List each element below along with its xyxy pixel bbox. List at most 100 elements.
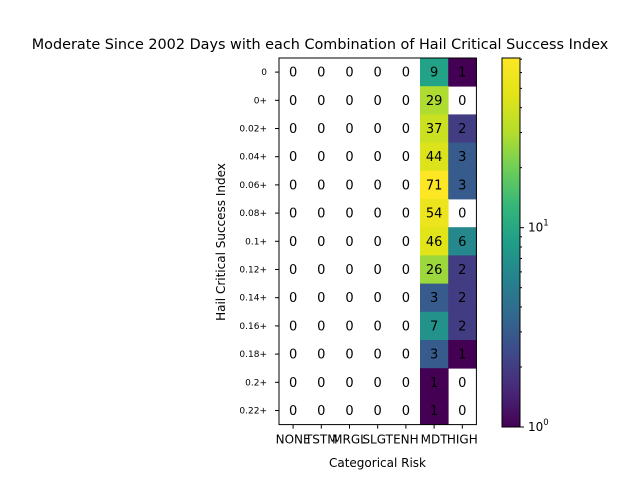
- cell-value-label: 46: [426, 235, 443, 250]
- heatmap-cell: [448, 255, 477, 284]
- cell-value-label: 0: [345, 178, 353, 193]
- cell-value-label: 0: [374, 207, 382, 222]
- cell-value-label: 0: [345, 263, 353, 278]
- cell-value-label: 3: [458, 150, 466, 165]
- cell-value-label: 0: [289, 348, 297, 363]
- cell-value-label: 0: [374, 404, 382, 419]
- cell-value-label: 0: [374, 263, 382, 278]
- x-tick-label: SLGT: [362, 433, 393, 447]
- cell-value-label: 0: [374, 66, 382, 81]
- cell-value-label: 0: [374, 348, 382, 363]
- cell-value-label: 0: [374, 319, 382, 334]
- heatmap-cell: [448, 170, 477, 200]
- cell-value-label: 0: [317, 207, 325, 222]
- cell-value-label: 0: [345, 207, 353, 222]
- cell-value-label: 7: [430, 319, 438, 334]
- y-axis-label: Hail Critical Success Index: [214, 163, 228, 321]
- cell-value-label: 0: [374, 235, 382, 250]
- cell-value-label: 0: [374, 150, 382, 165]
- heatmap-cells: [420, 58, 477, 425]
- cell-value-label: 0: [289, 66, 297, 81]
- cell-value-label: 0: [317, 376, 325, 391]
- cell-value-label: 0: [458, 207, 466, 222]
- y-tick-label: 0.02+: [239, 125, 267, 135]
- cell-value-label: 0: [402, 94, 410, 109]
- heatmap-cell: [420, 114, 449, 143]
- x-tick-label: TSTM: [304, 433, 338, 447]
- heatmap-cell: [448, 114, 477, 143]
- heatmap-cell: [448, 340, 477, 369]
- cell-value-label: 0: [289, 207, 297, 222]
- cell-value-label: 0: [402, 319, 410, 334]
- cell-value-label: 0: [374, 94, 382, 109]
- cell-value-label: 9: [430, 66, 438, 81]
- cell-value-label: 0: [289, 122, 297, 137]
- heatmap-cell: [448, 227, 477, 256]
- cell-value-label: 0: [289, 319, 297, 334]
- cell-value-label: 0: [402, 291, 410, 306]
- cell-value-label: 26: [426, 263, 443, 278]
- cell-value-label: 0: [345, 235, 353, 250]
- cell-value-label: 0: [289, 404, 297, 419]
- cell-value-label: 6: [458, 235, 466, 250]
- cell-value-label: 0: [374, 178, 382, 193]
- cell-value-label: 0: [402, 207, 410, 222]
- heatmap-cell: [420, 283, 449, 313]
- cell-value-label: 0: [402, 404, 410, 419]
- cell-value-label: 0: [345, 94, 353, 109]
- heatmap-cell: [420, 311, 449, 341]
- x-tick-label: MRGL: [332, 433, 367, 447]
- cell-value-label: 2: [458, 291, 466, 306]
- y-tick-label: 0.2+: [245, 378, 267, 388]
- cell-value-label: 2: [458, 263, 466, 278]
- heatmap-cell: [420, 170, 449, 200]
- chart-title: Moderate Since 2002 Days with each Combi…: [32, 37, 609, 53]
- cell-value-label: 0: [402, 122, 410, 137]
- cell-value-label: 0: [317, 178, 325, 193]
- cell-value-label: 0: [402, 66, 410, 81]
- cell-value-label: 0: [289, 291, 297, 306]
- colorbar: 100 101: [501, 57, 549, 434]
- cell-value-label: 0: [345, 404, 353, 419]
- heatmap-cell: [420, 58, 449, 87]
- y-tick-label: 0.1+: [245, 237, 267, 247]
- y-tick-label: 0.14+: [239, 294, 267, 304]
- x-axis-label: Categorical Risk: [329, 456, 426, 470]
- cell-value-label: 1: [430, 404, 438, 419]
- colorbar-tick-label: 101: [528, 219, 549, 235]
- y-tick-label: 0+: [254, 96, 267, 106]
- cell-value-label: 0: [317, 150, 325, 165]
- cell-value-label: 0: [374, 376, 382, 391]
- heatmap-cell: [420, 227, 449, 256]
- cell-value-label: 54: [426, 207, 443, 222]
- y-axis: 0 0+ 0.02+ 0.04+ 0.06+ 0.08+ 0.1+ 0.12+ 0.14+ 0.1…: [239, 68, 279, 417]
- cell-value-label: 0: [317, 122, 325, 137]
- cell-value-label: 0: [402, 376, 410, 391]
- cell-value-label: 0: [317, 291, 325, 306]
- heatmap-cell: [420, 142, 449, 172]
- cell-value-label: 71: [426, 178, 443, 193]
- heatmap-cell: [420, 368, 449, 397]
- cell-value-label: 0: [289, 94, 297, 109]
- cell-value-label: 0: [289, 235, 297, 250]
- cell-value-label: 0: [402, 235, 410, 250]
- cell-value-label: 0: [402, 178, 410, 193]
- heatmap-cell: [420, 340, 449, 369]
- cell-value-label: 3: [458, 178, 466, 193]
- cell-value-label: 0: [345, 150, 353, 165]
- cell-value-label: 0: [458, 376, 466, 391]
- cell-value-label: 0: [317, 263, 325, 278]
- cell-value-label: 0: [289, 178, 297, 193]
- y-tick-label: 0.06+: [239, 181, 267, 191]
- cell-value-label: 0: [374, 122, 382, 137]
- x-tick-label: NONE: [276, 433, 311, 447]
- cell-value-label: 2: [458, 319, 466, 334]
- y-tick-label: 0.16+: [239, 322, 267, 332]
- y-tick-label: 0.04+: [239, 153, 267, 163]
- cell-value-label: 0: [317, 319, 325, 334]
- cell-value-label: 1: [430, 376, 438, 391]
- x-tick-label: ENH: [393, 433, 419, 447]
- cell-value-label: 29: [426, 94, 443, 109]
